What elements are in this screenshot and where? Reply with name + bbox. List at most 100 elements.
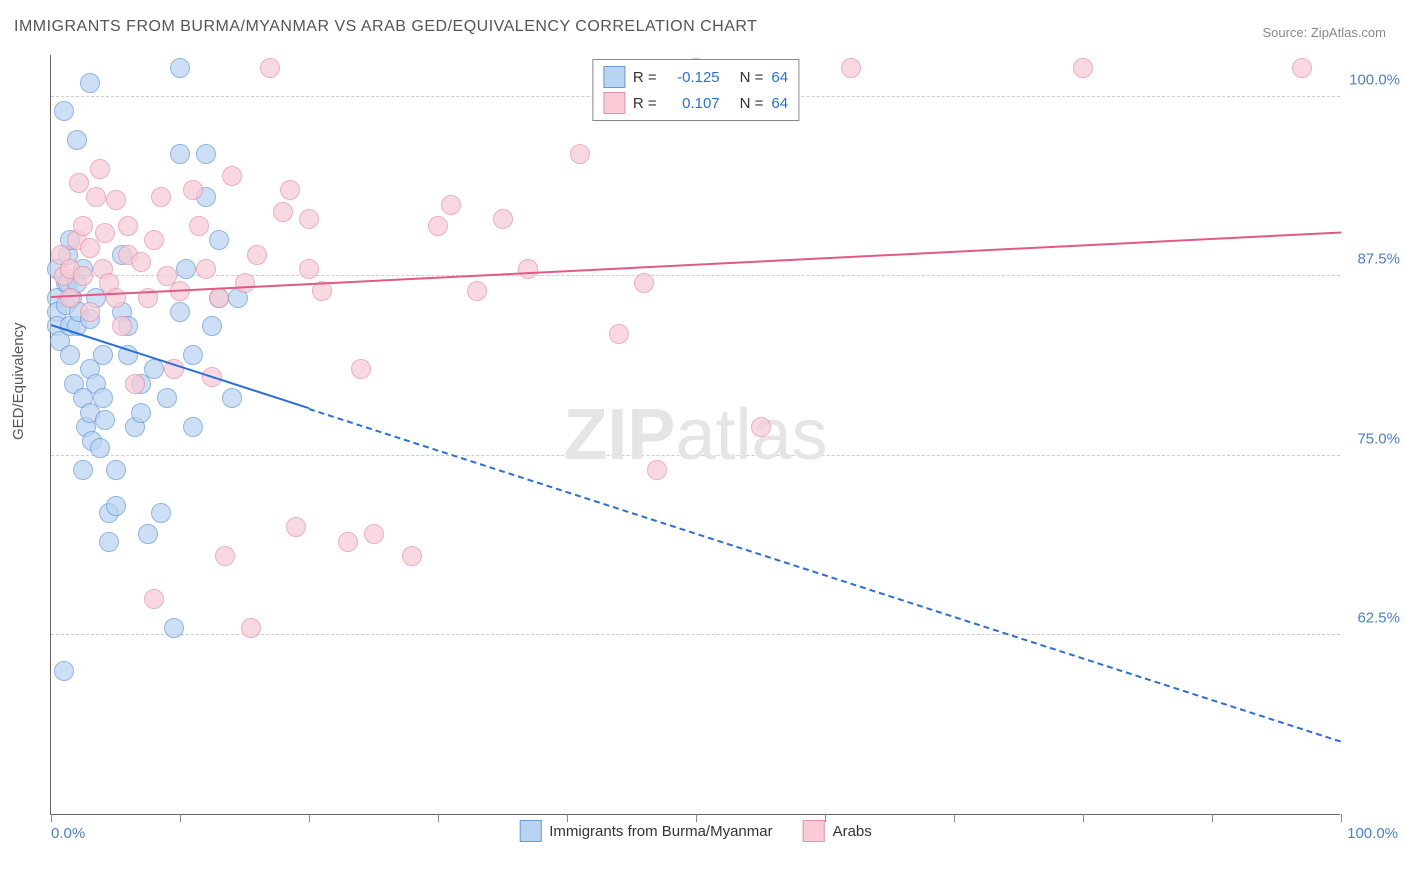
scatter-point-burma (80, 73, 100, 93)
x-axis-max-label: 100.0% (1347, 825, 1398, 842)
scatter-point-arabs (196, 259, 216, 279)
scatter-point-arabs (273, 202, 293, 222)
scatter-point-arabs (570, 144, 590, 164)
x-tick (180, 814, 181, 822)
trend-line (51, 231, 1341, 298)
legend-swatch (803, 820, 825, 842)
scatter-point-arabs (80, 238, 100, 258)
scatter-point-burma (93, 345, 113, 365)
scatter-point-arabs (364, 524, 384, 544)
scatter-point-arabs (338, 532, 358, 552)
scatter-point-arabs (90, 159, 110, 179)
scatter-point-arabs (106, 190, 126, 210)
x-tick (309, 814, 310, 822)
scatter-point-arabs (247, 245, 267, 265)
scatter-plot-area: ZIPatlas R =-0.125N =64R =0.107N =64 0.0… (50, 55, 1340, 815)
scatter-point-burma (67, 130, 87, 150)
legend-swatch (603, 92, 625, 114)
legend-label: Immigrants from Burma/Myanmar (549, 823, 772, 840)
scatter-point-arabs (299, 259, 319, 279)
scatter-point-arabs (402, 546, 422, 566)
legend-item: Arabs (803, 820, 872, 842)
scatter-point-arabs (215, 546, 235, 566)
source-label: Source: (1262, 25, 1310, 40)
scatter-point-arabs (647, 460, 667, 480)
scatter-point-burma (196, 144, 216, 164)
scatter-point-burma (170, 58, 190, 78)
x-tick (1212, 814, 1213, 822)
x-tick (567, 814, 568, 822)
scatter-point-burma (222, 388, 242, 408)
scatter-point-arabs (841, 58, 861, 78)
legend-swatch (519, 820, 541, 842)
scatter-point-arabs (280, 180, 300, 200)
trend-line (309, 408, 1342, 743)
scatter-point-arabs (112, 316, 132, 336)
scatter-point-burma (170, 302, 190, 322)
scatter-point-burma (106, 496, 126, 516)
legend-n-label: N = (740, 95, 764, 112)
y-tick-label: 87.5% (1357, 251, 1400, 268)
legend-n-label: N = (740, 69, 764, 86)
scatter-point-burma (164, 618, 184, 638)
scatter-point-arabs (125, 374, 145, 394)
scatter-point-burma (202, 316, 222, 336)
y-tick-label: 100.0% (1349, 72, 1400, 89)
legend-stat-row: R =-0.125N =64 (603, 64, 788, 90)
scatter-point-arabs (260, 58, 280, 78)
x-tick (51, 814, 52, 822)
scatter-point-burma (99, 532, 119, 552)
scatter-point-arabs (467, 281, 487, 301)
scatter-point-burma (138, 524, 158, 544)
scatter-point-arabs (131, 252, 151, 272)
x-tick (1341, 814, 1342, 822)
x-axis-min-label: 0.0% (51, 825, 85, 842)
scatter-point-arabs (144, 230, 164, 250)
scatter-point-arabs (1292, 58, 1312, 78)
series-legend: Immigrants from Burma/Myanmar Arabs (519, 820, 872, 842)
scatter-point-arabs (209, 288, 229, 308)
scatter-point-arabs (106, 288, 126, 308)
scatter-point-burma (131, 403, 151, 423)
gridline-h (51, 455, 1340, 456)
scatter-point-arabs (299, 209, 319, 229)
scatter-point-burma (183, 345, 203, 365)
legend-r-label: R = (633, 95, 657, 112)
scatter-point-burma (144, 359, 164, 379)
scatter-point-arabs (286, 517, 306, 537)
legend-label: Arabs (833, 823, 872, 840)
scatter-point-burma (60, 345, 80, 365)
x-tick (696, 814, 697, 822)
y-tick-label: 62.5% (1357, 609, 1400, 626)
scatter-point-arabs (241, 618, 261, 638)
scatter-point-burma (170, 144, 190, 164)
legend-n-value: 64 (771, 95, 788, 112)
legend-stat-row: R = 0.107 N = 64 (603, 90, 788, 116)
scatter-point-burma (93, 388, 113, 408)
scatter-point-burma (73, 460, 93, 480)
scatter-point-arabs (86, 187, 106, 207)
legend-r-value: -0.125 (665, 69, 720, 86)
scatter-point-arabs (118, 216, 138, 236)
scatter-point-arabs (609, 324, 629, 344)
scatter-point-burma (54, 101, 74, 121)
x-tick (825, 814, 826, 822)
legend-n-value: 64 (771, 69, 788, 86)
scatter-point-burma (90, 438, 110, 458)
scatter-point-burma (106, 460, 126, 480)
scatter-point-arabs (73, 266, 93, 286)
source-name: ZipAtlas.com (1311, 25, 1386, 40)
scatter-point-burma (183, 417, 203, 437)
legend-r-value: 0.107 (665, 95, 720, 112)
scatter-point-arabs (351, 359, 371, 379)
scatter-point-arabs (634, 273, 654, 293)
scatter-point-burma (151, 503, 171, 523)
scatter-point-arabs (189, 216, 209, 236)
chart-title: IMMIGRANTS FROM BURMA/MYANMAR VS ARAB GE… (14, 18, 757, 36)
scatter-point-arabs (73, 216, 93, 236)
x-tick (954, 814, 955, 822)
legend-item: Immigrants from Burma/Myanmar (519, 820, 772, 842)
scatter-point-burma (209, 230, 229, 250)
scatter-point-burma (95, 410, 115, 430)
y-tick-label: 75.0% (1357, 430, 1400, 447)
